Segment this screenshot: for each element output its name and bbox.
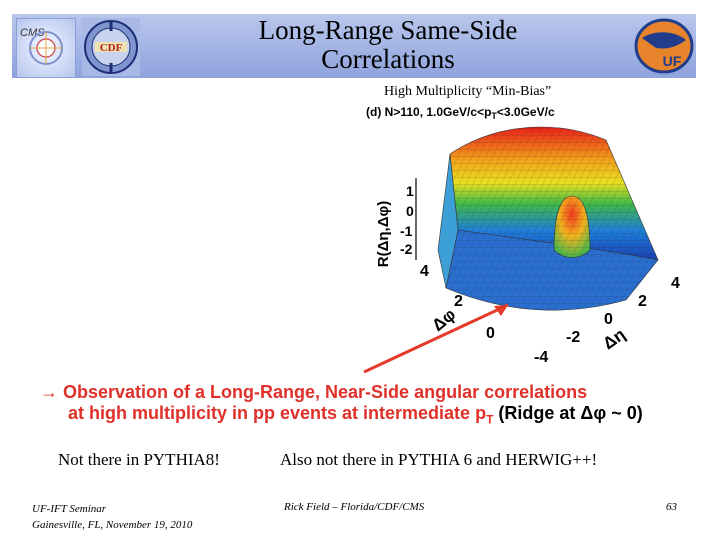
dphi-ticks: 4 2 0: [420, 263, 495, 342]
z-tick: -1: [400, 223, 413, 239]
dphi-tick: 4: [420, 263, 429, 280]
note-pythia6-herwig: Also not there in PYTHIA 6 and HERWIG++!: [280, 450, 598, 469]
uf-logo-text: UF: [663, 53, 682, 69]
title-line-1: Long-Range Same-Side: [258, 15, 518, 45]
z-tick: 1: [406, 183, 414, 199]
left-edge-surface: [437, 153, 459, 289]
observation-line-2-main: at high multiplicity in pp events at int…: [68, 403, 487, 423]
base-mesh: [446, 230, 658, 311]
observation-arrow: →: [40, 382, 58, 402]
ridge-pointer-arrowhead: [494, 305, 508, 316]
ridge-mesh: [450, 127, 658, 260]
peak-mesh: [554, 196, 590, 258]
observation-text: → Observation of a Long-Range, Near-Side…: [40, 382, 720, 431]
footer-venue-line-2: Gainesville, FL, November 19, 2010: [32, 519, 193, 531]
ridge-surface-plot: (d) N>110, 1.0GeV/c<pT<3.0GeV/c R(Δη,Δφ)…: [358, 100, 700, 376]
note-pythia8: Not there in PYTHIA8!: [58, 450, 220, 469]
cdf-detector-icon: CDF: [84, 20, 138, 74]
title-line-2: Correlations: [321, 44, 455, 74]
uf-gator-icon: UF: [634, 18, 694, 74]
footer-author: Rick Field – Florida/CDF/CMS: [284, 501, 425, 513]
z-tick: -2: [400, 241, 413, 257]
observation-line-1: Observation of a Long-Range, Near-Side a…: [63, 382, 588, 402]
deta-tick: -4: [534, 349, 548, 366]
z-ticks: 1 0 -1 -2: [400, 183, 414, 257]
surface-plot-svg: (d) N>110, 1.0GeV/c<pT<3.0GeV/c R(Δη,Δφ)…: [363, 105, 680, 374]
deta-axis-label: Δη: [599, 325, 628, 354]
ridge-note: (Ridge at Δφ ~ 0): [498, 403, 643, 423]
plot-subtitle: High Multiplicity “Min-Bias”: [384, 84, 552, 99]
page-number: 63: [666, 501, 677, 513]
cdf-logo: CDF: [82, 18, 140, 76]
deta-ticks: 4 2 0 -2 -4: [534, 275, 680, 366]
slide-header: CMS CDF Long-Range Same-Side Correlation…: [0, 0, 720, 80]
cms-detector-icon: [29, 31, 63, 65]
deta-tick: 4: [671, 275, 680, 292]
cms-logo: CMS: [16, 18, 76, 78]
z-axis-label: R(Δη,Δφ): [375, 201, 392, 267]
cdf-logo-text: CDF: [100, 42, 123, 54]
deta-tick: -2: [566, 329, 580, 346]
observation-line-2-sub: T: [486, 412, 494, 427]
deta-tick: 2: [638, 293, 647, 310]
panel-label: (d) N>110, 1.0GeV/c<pT<3.0GeV/c: [366, 105, 555, 121]
dphi-tick: 2: [454, 293, 463, 310]
page-title: Long-Range Same-Side Correlations: [150, 16, 626, 74]
ridge-pointer-arrow: [363, 303, 509, 374]
dphi-tick: 0: [486, 325, 495, 342]
uf-logo: UF: [632, 16, 696, 78]
footer-venue-line-1: UF-IFT Seminar: [32, 503, 107, 515]
footer-venue: UF-IFT Seminar Gainesville, FL, November…: [32, 501, 192, 533]
cms-logo-text: CMS: [20, 27, 45, 39]
z-tick: 0: [406, 203, 414, 219]
observation-line-2: at high multiplicity in pp events at int…: [40, 403, 720, 431]
deta-tick: 0: [604, 311, 613, 328]
